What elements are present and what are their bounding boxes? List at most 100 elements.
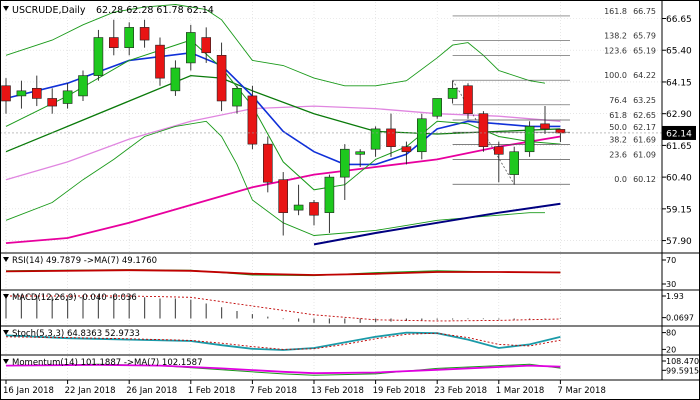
overlay-line bbox=[5, 4, 546, 87]
candle bbox=[309, 199, 319, 226]
price-tick-label: 61.65 bbox=[666, 142, 692, 152]
price-tick-label: 65.40 bbox=[666, 47, 692, 57]
candle-body bbox=[293, 204, 304, 211]
candle-body bbox=[170, 67, 181, 92]
candle-body bbox=[201, 37, 211, 54]
indicator-line bbox=[5, 363, 561, 375]
price-tick-label: 64.15 bbox=[666, 78, 692, 88]
price-tick-label: 60.40 bbox=[666, 174, 692, 184]
candle bbox=[47, 88, 58, 114]
indicator-tick-label: 1.93 bbox=[666, 292, 684, 301]
indicator-panel-macd: 1.93 0.0697 MACD(12,26,9) -0.040 -0.036 bbox=[0, 289, 700, 324]
candle bbox=[232, 85, 242, 114]
candle bbox=[109, 19, 119, 56]
fib-level-price: 65.79 bbox=[633, 31, 656, 40]
candle-body bbox=[355, 151, 366, 155]
date-tick-label: 16 Jan 2018 bbox=[3, 386, 54, 396]
indicator-panels: 70 30 RSI(14) 49.7879 ->MA(7) 49.1760 1.93 0… bbox=[0, 252, 700, 376]
chart-title: USCRUDE,Daily bbox=[12, 5, 86, 16]
candle bbox=[447, 80, 458, 104]
candle bbox=[386, 113, 396, 157]
candle bbox=[463, 83, 473, 119]
indicator-label: MACD(12,26,9) -0.040 -0.036 bbox=[12, 293, 137, 303]
candle bbox=[324, 174, 335, 233]
date-tick-label: 19 Feb 2018 bbox=[373, 386, 426, 396]
indicator-line bbox=[5, 269, 561, 276]
candle bbox=[493, 141, 504, 183]
candle bbox=[509, 146, 520, 185]
last-price-label: 62.14 bbox=[666, 129, 692, 139]
indicator-line bbox=[5, 331, 561, 351]
candle-body bbox=[324, 176, 335, 213]
candle-body bbox=[139, 27, 150, 41]
date-tick-label: 7 Mar 2018 bbox=[557, 386, 605, 396]
indicator-tick-label: 20 bbox=[666, 345, 676, 354]
candle bbox=[278, 172, 289, 236]
indicator-tick-label: 30 bbox=[666, 280, 676, 289]
last-price-box bbox=[662, 125, 696, 140]
candle bbox=[416, 113, 427, 160]
candle-body bbox=[109, 37, 119, 48]
candle-body bbox=[309, 202, 319, 216]
candle bbox=[401, 141, 412, 165]
candle bbox=[124, 22, 134, 56]
indicator-tick-label: 70 bbox=[666, 256, 676, 265]
candle-body bbox=[524, 126, 535, 153]
fib-level-ratio: 76.4 bbox=[609, 96, 627, 105]
candle-body bbox=[232, 87, 242, 107]
fib-level-ratio: 161.8 bbox=[604, 7, 627, 16]
candle bbox=[1, 78, 11, 114]
indicator-arrow-icon bbox=[3, 294, 9, 299]
indicator-tick-label: 80 bbox=[666, 329, 676, 338]
fib-level-ratio: 61.8 bbox=[609, 111, 627, 120]
indicator-label: RSI(14) 49.7879 ->MA(7) 49.1760 bbox=[12, 256, 157, 266]
fib-level-ratio: 38.2 bbox=[609, 135, 627, 144]
fib-level-ratio: 100.0 bbox=[604, 71, 627, 80]
indicator-tick-label: 0.0697 bbox=[666, 314, 694, 323]
candle bbox=[93, 29, 104, 81]
indicator-panel-momentum: 108.470499.5915 Momentum(14) 101.1887 ->M… bbox=[0, 354, 700, 376]
indicator-label: Stoch(5,3,3) 64.8363 52.9733 bbox=[12, 329, 140, 339]
indicator-tick-label: 108.4704 bbox=[666, 357, 700, 366]
candle-body bbox=[401, 146, 412, 153]
fib-level-price: 65.19 bbox=[633, 47, 656, 56]
indicator-arrow-icon bbox=[3, 257, 9, 262]
candle-body bbox=[370, 128, 381, 150]
candle-body bbox=[186, 32, 196, 64]
fib-level-ratio: 138.2 bbox=[604, 31, 627, 40]
candle-body bbox=[416, 118, 427, 153]
candle bbox=[370, 126, 381, 157]
fib-level-ratio: 50.0 bbox=[609, 123, 627, 132]
fib-level-ratio: 0.0 bbox=[614, 175, 627, 184]
date-tick-label: 7 Feb 2018 bbox=[249, 386, 297, 396]
fib-level-price: 61.69 bbox=[633, 135, 656, 144]
candle-body bbox=[31, 87, 42, 99]
candle-body bbox=[247, 95, 258, 145]
ohlc-header: 62.28 62.28 61.78 62.14 bbox=[96, 5, 214, 16]
price-tick-label: 57.90 bbox=[666, 237, 692, 247]
price-tick-label: 66.65 bbox=[666, 15, 692, 25]
candle-body bbox=[463, 85, 473, 114]
indicator-line bbox=[6, 295, 561, 322]
candle-body bbox=[124, 27, 134, 48]
price-panel: 161.8 66.75 138.2 65.79 123.6 65.19 100.0 64.22… bbox=[0, 4, 662, 246]
candle bbox=[293, 184, 304, 216]
fib-level-price: 62.17 bbox=[633, 123, 656, 132]
candle bbox=[339, 144, 350, 200]
candle bbox=[478, 111, 489, 152]
candle bbox=[62, 83, 73, 109]
candle-body bbox=[16, 90, 27, 97]
candle-body bbox=[540, 123, 550, 130]
candle-body bbox=[386, 128, 396, 147]
candle bbox=[432, 98, 443, 119]
candle-body bbox=[339, 148, 350, 178]
candle-body bbox=[432, 98, 443, 117]
indicator-line bbox=[5, 332, 561, 350]
date-tick-label: 1 Mar 2018 bbox=[496, 386, 544, 396]
candle-body bbox=[493, 146, 504, 155]
title-arrow-icon bbox=[3, 6, 9, 11]
indicator-panel-rsi: 70 30 RSI(14) 49.7879 ->MA(7) 49.1760 bbox=[0, 252, 700, 289]
candle bbox=[31, 75, 42, 107]
candle-body bbox=[155, 44, 165, 79]
